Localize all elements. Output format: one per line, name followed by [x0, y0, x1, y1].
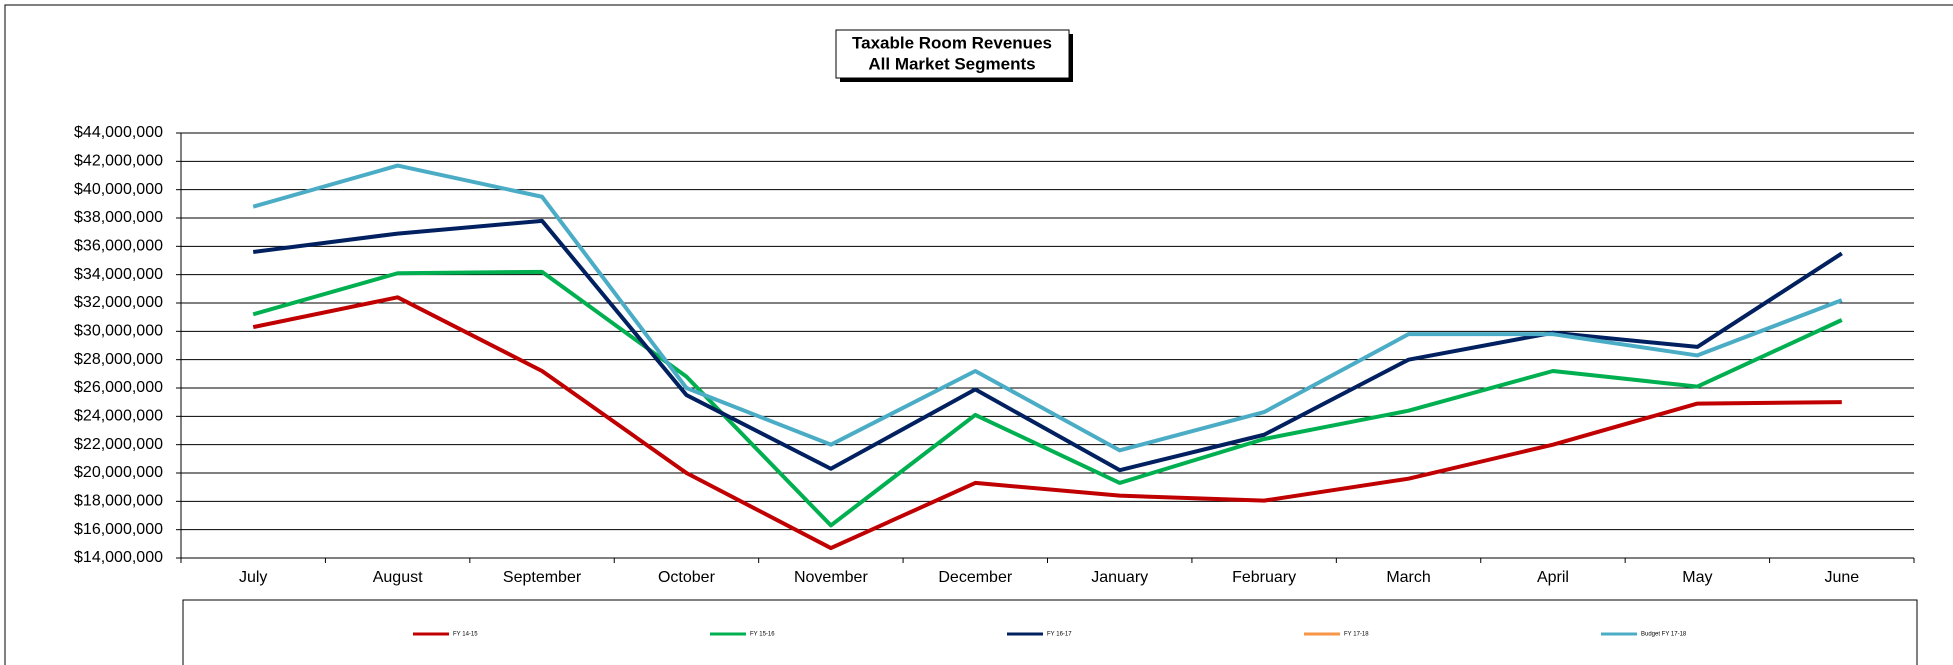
x-tick-label: January	[1091, 569, 1148, 586]
legend-label: FY 17-18	[1344, 632, 1369, 638]
y-tick-label: $14,000,000	[74, 549, 163, 566]
legend-label: Budget FY 17-18	[1641, 632, 1687, 638]
y-tick-label: $20,000,000	[74, 464, 163, 481]
y-tick-label: $44,000,000	[74, 124, 163, 141]
x-tick-label: March	[1386, 569, 1430, 586]
y-tick-label: $18,000,000	[74, 493, 163, 510]
series-line	[252, 295, 1842, 551]
y-tick-label: $40,000,000	[74, 181, 163, 198]
legend-label: FY 16-17	[1047, 632, 1072, 638]
series-line	[252, 218, 1843, 473]
chart-border	[4, 4, 1953, 665]
x-tick-label: October	[658, 569, 716, 586]
legend-label: FY 14-15	[453, 632, 478, 638]
y-tick-label: $30,000,000	[74, 323, 163, 340]
x-tick-label: September	[503, 569, 582, 586]
y-tick-label: $36,000,000	[74, 238, 163, 255]
legend-label: FY 15-16	[750, 632, 775, 638]
x-tick-label: August	[373, 569, 423, 586]
x-tick-label: April	[1537, 569, 1569, 586]
chart-subtitle: All Market Segments	[868, 54, 1035, 73]
y-tick-label: $34,000,000	[74, 266, 163, 283]
y-tick-label: $16,000,000	[74, 521, 163, 538]
y-tick-label: $32,000,000	[74, 294, 163, 311]
chart-title: Taxable Room Revenues	[852, 33, 1052, 52]
title-box	[835, 29, 1070, 79]
x-tick-label: February	[1232, 569, 1296, 586]
series-line	[252, 269, 1843, 528]
series-line	[252, 163, 1843, 453]
y-tick-label: $22,000,000	[74, 436, 163, 453]
y-tick-label: $42,000,000	[74, 153, 163, 170]
y-tick-label: $38,000,000	[74, 209, 163, 226]
y-tick-label: $24,000,000	[74, 408, 163, 425]
x-tick-label: May	[1682, 569, 1712, 586]
x-tick-label: June	[1824, 569, 1859, 586]
x-tick-label: November	[794, 569, 868, 586]
x-tick-label: December	[938, 569, 1012, 586]
y-tick-label: $26,000,000	[74, 379, 163, 396]
x-tick-label: July	[239, 569, 267, 586]
y-tick-label: $28,000,000	[74, 351, 163, 368]
